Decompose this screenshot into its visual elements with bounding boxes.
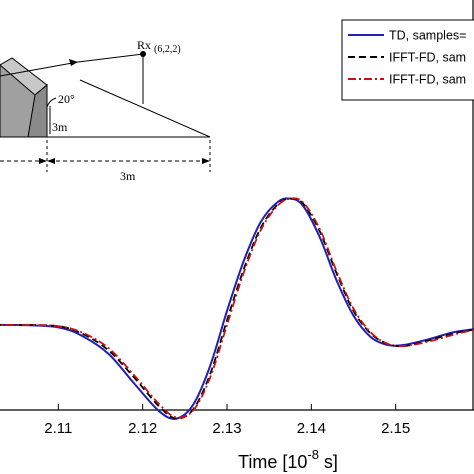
inset-rx-label: Rx (6,2,2) <box>137 38 181 55</box>
inset-angle-arc <box>46 97 57 108</box>
x-ticks: 2.11 2.12 2.13 2.14 2.15 <box>44 404 410 437</box>
legend-label-0: TD, samples= <box>389 29 466 43</box>
series-layer <box>0 197 474 420</box>
inset-ray-arrowhead <box>69 59 78 66</box>
inset-height-label: 3m <box>52 120 68 134</box>
x-axis-label: Time [10-8 s] <box>238 447 338 472</box>
x-tick-label-0: 2.11 <box>44 420 72 437</box>
series-line-0 <box>0 197 474 420</box>
x-axis-label-unit: s] <box>319 452 338 472</box>
inset-dim-arrow-a <box>39 158 47 164</box>
x-tick-label-4: 2.15 <box>381 420 410 437</box>
x-tick-label-2: 2.13 <box>212 420 241 437</box>
inset-rx-point <box>140 51 146 57</box>
legend-label-2: IFFT-FD, sam <box>389 73 466 87</box>
x-axis-label-exponent: -8 <box>307 447 319 462</box>
series-line-2 <box>0 197 474 419</box>
inset-diagram: Rx (6,2,2) 20° 3m 3m <box>0 38 211 183</box>
legend-box <box>341 19 474 101</box>
inset-tx-line <box>79 79 211 138</box>
inset-distance-label: 3m <box>120 169 136 183</box>
inset-dim-arrow-c <box>202 158 210 164</box>
inset-angle-label: 20° <box>58 92 75 106</box>
legend: TD, samples= IFFT-FD, sam IFFT-FD, sam <box>341 19 474 101</box>
x-tick-label-1: 2.12 <box>128 420 157 437</box>
legend-label-1: IFFT-FD, sam <box>389 51 466 65</box>
inset-ray-incident <box>0 61 79 77</box>
x-axis-label-main: Time [10 <box>238 452 307 472</box>
inset-dim-arrow-b <box>47 158 55 164</box>
x-tick-label-3: 2.14 <box>297 420 326 437</box>
inset-ray-to-rx <box>77 53 144 63</box>
